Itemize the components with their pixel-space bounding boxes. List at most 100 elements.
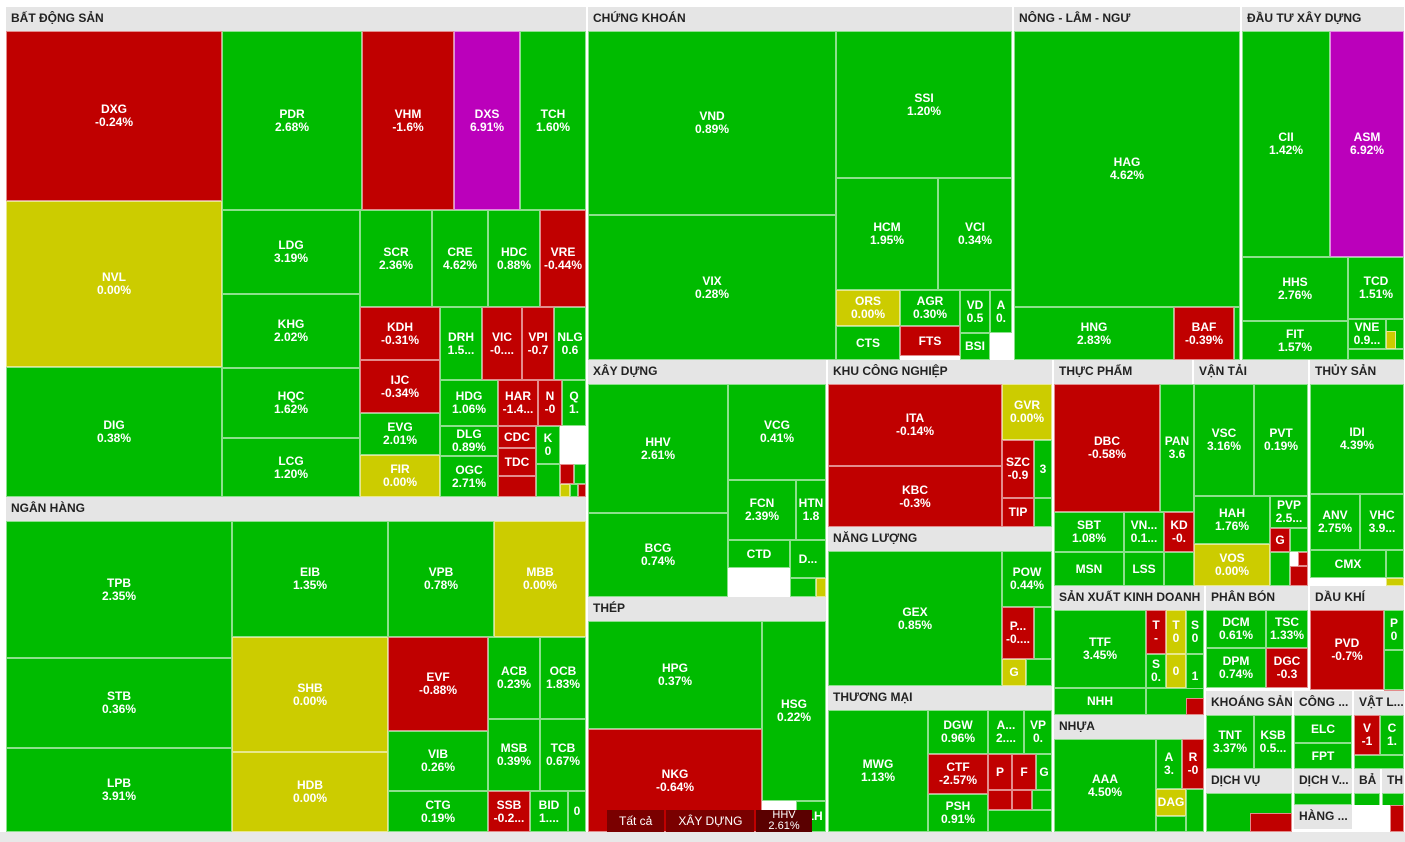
- stock-tile-hdb[interactable]: HDB 0.00%: [232, 752, 388, 832]
- stock-tile-vcg[interactable]: VCG 0.41%: [728, 384, 826, 480]
- stock-tile-vix[interactable]: VIX 0.28%: [588, 215, 836, 360]
- stock-tile-vib[interactable]: VIB 0.26%: [388, 731, 488, 791]
- stock-tile-baf[interactable]: BAF -0.39%: [1174, 307, 1234, 360]
- stock-tile-t1[interactable]: T-: [1146, 610, 1166, 654]
- mini-stock-tile[interactable]: [574, 464, 586, 484]
- stock-tile-s2[interactable]: S 0.: [1146, 654, 1166, 688]
- stock-tile-vd[interactable]: VD 0.5: [960, 290, 990, 333]
- stock-tile-ttf[interactable]: TTF 3.45%: [1054, 610, 1146, 688]
- stock-tile-dcm[interactable]: DCM 0.61%: [1206, 610, 1266, 648]
- mini-stock-tile[interactable]: [1290, 528, 1308, 552]
- mini-stock-tile[interactable]: [1026, 659, 1052, 686]
- stock-tile-anv[interactable]: ANV 2.75%: [1310, 494, 1360, 550]
- sector-header-hang[interactable]: HÀNG ...: [1294, 805, 1352, 829]
- mini-stock-tile[interactable]: [560, 464, 574, 484]
- sector-header-xay-dung[interactable]: XÂY DỰNG: [588, 360, 826, 384]
- mini-stock-tile[interactable]: [560, 484, 570, 497]
- mini-stock-tile[interactable]: [1386, 331, 1396, 349]
- stock-tile-hhs[interactable]: HHS 2.76%: [1242, 257, 1348, 321]
- stock-tile-pvp[interactable]: PVP 2.5...: [1270, 496, 1308, 528]
- mini-stock-tile[interactable]: [498, 476, 536, 497]
- sector-header-thuy-san[interactable]: THỦY SẢN: [1310, 360, 1404, 384]
- stock-tile-pan[interactable]: PAN 3.6: [1160, 384, 1194, 512]
- mini-stock-tile[interactable]: [1348, 349, 1404, 360]
- stock-tile-mwg[interactable]: MWG 1.13%: [828, 710, 928, 832]
- stock-tile-tsc[interactable]: TSC 1.33%: [1266, 610, 1308, 648]
- mini-stock-tile[interactable]: [1034, 607, 1052, 659]
- stock-tile-scr[interactable]: SCR 2.36%: [360, 210, 432, 307]
- stock-tile-idi[interactable]: IDI 4.39%: [1310, 384, 1404, 494]
- stock-tile-tip[interactable]: TIP: [1002, 498, 1034, 527]
- stock-tile-ssi[interactable]: SSI 1.20%: [836, 31, 1012, 178]
- stock-tile-vpi[interactable]: VPI -0.7: [522, 307, 554, 380]
- stock-tile-ita[interactable]: ITA -0.14%: [828, 384, 1002, 466]
- stock-tile-tcd[interactable]: TCD 1.51%: [1348, 257, 1404, 319]
- stock-tile-cii[interactable]: CII 1.42%: [1242, 31, 1330, 257]
- stock-tile-evg[interactable]: EVG 2.01%: [360, 413, 440, 455]
- stock-tile-ocb[interactable]: OCB 1.83%: [540, 637, 586, 719]
- stock-tile-vhc[interactable]: VHC 3.9...: [1360, 494, 1404, 550]
- stock-tile-hag[interactable]: HAG 4.62%: [1014, 31, 1240, 307]
- sector-header-thuc-pham[interactable]: THỰC PHẨM: [1054, 360, 1192, 384]
- sector-header-van-tai[interactable]: VẬN TẢI: [1194, 360, 1308, 384]
- stock-tile-nlg[interactable]: NLG 0.6: [554, 307, 586, 380]
- stock-tile-nvl[interactable]: NVL 0.00%: [6, 201, 222, 367]
- stock-tile-dpm[interactable]: DPM 0.74%: [1206, 648, 1266, 688]
- stock-tile-fit[interactable]: FIT 1.57%: [1242, 321, 1348, 360]
- sector-header-dich-vu-2[interactable]: DỊCH V...: [1294, 769, 1352, 793]
- mini-stock-tile[interactable]: [1186, 698, 1204, 715]
- mini-stock-tile[interactable]: [816, 578, 826, 597]
- mini-stock-tile[interactable]: [988, 790, 1012, 810]
- sector-header-khoang-san[interactable]: KHOÁNG SẢN: [1206, 691, 1292, 715]
- stock-tile-cmx[interactable]: CMX: [1310, 550, 1386, 578]
- stock-tile-k3[interactable]: 3: [1034, 440, 1052, 498]
- stock-tile-z0[interactable]: 0: [568, 791, 586, 832]
- stock-tile-ssb[interactable]: SSB -0.2...: [488, 791, 530, 832]
- sector-header-nong-lam-ngu[interactable]: NÔNG - LÂM - NGƯ: [1014, 7, 1240, 31]
- stock-tile-gvr[interactable]: GVR 0.00%: [1002, 384, 1052, 440]
- stock-tile-vsc[interactable]: VSC 3.16%: [1194, 384, 1254, 496]
- stock-tile-agr[interactable]: AGR 0.30%: [900, 290, 960, 326]
- mini-stock-tile[interactable]: [1290, 566, 1308, 586]
- stock-tile-v1[interactable]: V -1: [1354, 715, 1380, 755]
- stock-tile-ijc[interactable]: IJC -0.34%: [360, 360, 440, 413]
- stock-tile-bsi[interactable]: BSI: [960, 333, 990, 360]
- mini-stock-tile[interactable]: [1164, 552, 1194, 586]
- stock-tile-q[interactable]: Q 1.: [562, 380, 586, 426]
- stock-tile-ctf[interactable]: CTF -2.57%: [928, 754, 988, 794]
- sector-header-th[interactable]: TH: [1382, 769, 1404, 793]
- stock-tile-stb[interactable]: STB 0.36%: [6, 658, 232, 748]
- stock-tile-dxs[interactable]: DXS 6.91%: [454, 31, 520, 210]
- mini-stock-tile[interactable]: [988, 810, 1052, 832]
- stock-tile-pvt[interactable]: PVT 0.19%: [1254, 384, 1308, 496]
- sector-header-phan-bon[interactable]: PHÂN BÓN: [1206, 586, 1308, 610]
- stock-tile-dlg[interactable]: DLG 0.89%: [440, 426, 498, 456]
- mini-stock-tile[interactable]: [1390, 805, 1404, 832]
- stock-tile-a3[interactable]: A 3.: [1156, 739, 1182, 789]
- sector-header-thep[interactable]: THÉP: [588, 597, 826, 621]
- stock-tile-dig[interactable]: DIG 0.38%: [6, 367, 222, 497]
- stock-tile-hng[interactable]: HNG 2.83%: [1014, 307, 1174, 360]
- stock-tile-c1[interactable]: C 1.: [1380, 715, 1404, 755]
- stock-tile-aaa[interactable]: AAA 4.50%: [1054, 739, 1156, 832]
- stock-tile-r0[interactable]: R -0: [1182, 739, 1204, 789]
- stock-tile-ors[interactable]: ORS 0.00%: [836, 290, 900, 326]
- stock-tile-a0[interactable]: A 0.: [990, 290, 1012, 333]
- stock-tile-hpg[interactable]: HPG 0.37%: [588, 621, 762, 729]
- stock-tile-fcn[interactable]: FCN 2.39%: [728, 480, 796, 540]
- stock-tile-cts[interactable]: CTS: [836, 326, 900, 360]
- stock-tile-fpt[interactable]: FPT: [1294, 743, 1352, 769]
- stock-tile-vre[interactable]: VRE -0.44%: [540, 210, 586, 307]
- stock-tile-hdg[interactable]: HDG 1.06%: [440, 380, 498, 426]
- stock-tile-vpb[interactable]: VPB 0.78%: [388, 521, 494, 637]
- mini-stock-tile[interactable]: [1234, 307, 1240, 360]
- stock-tile-tdc[interactable]: TDC: [498, 448, 536, 476]
- stock-tile-ctd[interactable]: CTD: [728, 540, 790, 568]
- stock-tile-bcg[interactable]: BCG 0.74%: [588, 513, 728, 597]
- mini-stock-tile[interactable]: [790, 578, 816, 597]
- stock-tile-dgw[interactable]: DGW 0.96%: [928, 710, 988, 754]
- stock-tile-pow[interactable]: POW 0.44%: [1002, 551, 1052, 607]
- sector-header-khu-cong-nghiep[interactable]: KHU CÔNG NGHIỆP: [828, 360, 1052, 384]
